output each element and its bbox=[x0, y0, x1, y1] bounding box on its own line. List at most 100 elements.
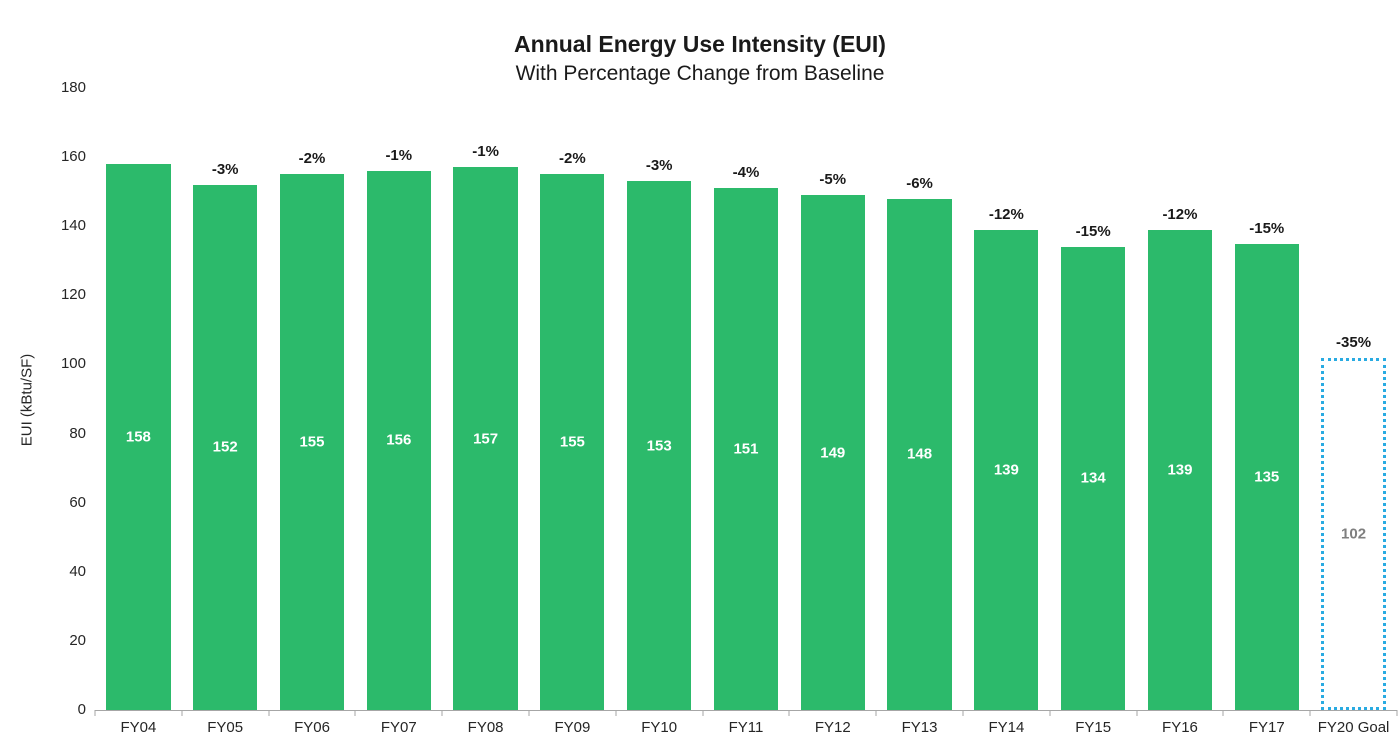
pct-change-label-fy10: -3% bbox=[645, 157, 673, 175]
pct-change-label-fy05: -3% bbox=[211, 160, 239, 178]
x-axis-tick bbox=[1049, 710, 1051, 716]
x-label-fy07: FY07 bbox=[380, 719, 417, 736]
bar-fy09: 155 bbox=[540, 174, 605, 710]
y-tick-label-120: 120 bbox=[60, 286, 86, 304]
category-column-fy08: -1% 157 bbox=[442, 88, 529, 710]
plot-area: 158 -3% 152 -2% 155 -1% 156 -1% 157 -2% 155 -3% 153-… bbox=[95, 88, 1397, 710]
bar-fy07: 156 bbox=[366, 170, 431, 710]
x-axis-tick bbox=[702, 710, 704, 716]
x-axis-tick bbox=[181, 710, 183, 716]
y-tick-label-140: 140 bbox=[60, 217, 86, 235]
bar-fy05: 152 bbox=[193, 184, 258, 710]
title-block: Annual Energy Use Intensity (EUI) With P… bbox=[0, 30, 1400, 88]
y-tick-label-80: 80 bbox=[69, 424, 86, 442]
bar-value-label-fy17: 135 bbox=[1254, 468, 1280, 486]
pct-change-label-fy09: -2% bbox=[559, 150, 586, 168]
y-tick-label-20: 20 bbox=[69, 631, 86, 649]
bar-value-label-fy06: 155 bbox=[299, 433, 325, 451]
x-axis-tick bbox=[1222, 710, 1224, 716]
y-tick-label-0: 0 bbox=[77, 701, 86, 718]
x-label-fy16: FY16 bbox=[1162, 719, 1198, 736]
y-tick-label-160: 160 bbox=[60, 148, 86, 166]
category-column-fy14: -12% 139 bbox=[963, 88, 1050, 710]
bar-fy17: 135 bbox=[1234, 243, 1299, 710]
pct-change-label-fy13: -6% bbox=[906, 174, 933, 192]
x-label-fy08: FY08 bbox=[467, 719, 504, 736]
x-axis-category-labels: FY04 FY05 FY06 FY07 FY08 FY09 FY10 FY11 FY12 FY13… bbox=[95, 719, 1397, 736]
x-label-fy11: FY11 bbox=[728, 719, 764, 736]
x-label-fy04: FY04 bbox=[120, 719, 157, 736]
bar-fy06: 155 bbox=[279, 174, 345, 710]
x-label-fy17: FY17 bbox=[1248, 719, 1285, 736]
pct-change-label-fy15: -15% bbox=[1075, 222, 1111, 240]
category-column-fy20-goal: -35% 102 bbox=[1310, 88, 1397, 710]
category-column-fy13: -6% 148 bbox=[876, 88, 963, 710]
y-tick-label-60: 60 bbox=[69, 493, 86, 511]
pct-change-label-fy07: -1% bbox=[385, 146, 413, 164]
category-column-fy11: -4% 151 bbox=[703, 88, 790, 710]
y-tick-label-40: 40 bbox=[69, 562, 86, 580]
x-axis-tick bbox=[268, 710, 270, 716]
bar-value-label-fy14: 139 bbox=[993, 461, 1019, 479]
x-axis-tick bbox=[1136, 710, 1138, 716]
bar-fy12: 149 bbox=[800, 195, 865, 710]
x-label-fy13: FY13 bbox=[901, 719, 938, 736]
x-axis-tick bbox=[788, 710, 790, 716]
bar-value-label-fy11: 151 bbox=[733, 440, 759, 458]
bar-fy14: 139 bbox=[974, 229, 1039, 710]
category-column-fy15: -15% 134 bbox=[1050, 88, 1137, 710]
pct-change-label-fy17: -15% bbox=[1249, 219, 1285, 237]
category-column-fy10: -3% 153 bbox=[616, 88, 703, 710]
pct-change-label-fy08: -1% bbox=[472, 143, 499, 161]
bar-value-label-fy15: 134 bbox=[1080, 469, 1106, 487]
bar-fy08: 157 bbox=[453, 167, 518, 710]
bar-value-label-fy20-goal: 102 bbox=[1341, 525, 1367, 543]
bar-fy11: 151 bbox=[713, 188, 779, 710]
category-column-fy04: 158 bbox=[95, 88, 182, 710]
category-column-fy05: -3% 152 bbox=[182, 88, 269, 710]
category-column-fy12: -5% 149 bbox=[789, 88, 876, 710]
x-axis-tick bbox=[1309, 710, 1311, 716]
y-tick-label-100: 100 bbox=[60, 355, 86, 373]
pct-change-label-fy11: -4% bbox=[732, 164, 760, 182]
bar-fy04: 158 bbox=[106, 164, 171, 710]
bar-fy16: 139 bbox=[1147, 229, 1213, 710]
x-label-fy15: FY15 bbox=[1075, 719, 1112, 736]
x-label-fy14: FY14 bbox=[988, 719, 1025, 736]
pct-change-label-fy14: -12% bbox=[988, 205, 1024, 223]
bar-value-label-fy04: 158 bbox=[125, 428, 151, 446]
category-column-fy06: -2% 155 bbox=[269, 88, 356, 710]
x-axis-tick bbox=[354, 710, 356, 716]
bar-value-label-fy08: 157 bbox=[473, 430, 499, 448]
x-axis-tick bbox=[441, 710, 443, 716]
bar-value-label-fy05: 152 bbox=[212, 438, 238, 456]
x-axis-tick bbox=[875, 710, 877, 716]
category-column-fy16: -12% 139 bbox=[1137, 88, 1224, 710]
chart-title: Annual Energy Use Intensity (EUI) bbox=[514, 31, 886, 57]
x-label-fy05: FY05 bbox=[207, 719, 244, 736]
x-axis-tick-marks bbox=[94, 710, 1398, 716]
pct-change-label-fy20-goal: -35% bbox=[1336, 333, 1372, 351]
bar-fy20-goal: 102 bbox=[1321, 357, 1386, 710]
x-label-fy20-goal: FY20 Goal bbox=[1317, 719, 1390, 736]
bar-value-label-fy10: 153 bbox=[646, 437, 672, 455]
x-axis-tick bbox=[615, 710, 617, 716]
x-axis-tick bbox=[1396, 710, 1398, 716]
pct-change-label-fy06: -2% bbox=[298, 150, 326, 168]
bar-fy10: 153 bbox=[627, 181, 692, 710]
pct-change-label-fy12: -5% bbox=[819, 171, 847, 189]
x-label-fy12: FY12 bbox=[814, 719, 851, 736]
category-column-fy07: -1% 156 bbox=[355, 88, 442, 710]
x-axis-line bbox=[95, 710, 1397, 711]
bar-value-label-fy09: 155 bbox=[559, 433, 585, 451]
bar-value-label-fy07: 156 bbox=[386, 431, 412, 449]
y-tick-label-180: 180 bbox=[60, 79, 86, 96]
x-axis-tick bbox=[962, 710, 964, 716]
pct-change-label-fy16: -12% bbox=[1162, 205, 1198, 223]
x-axis-tick bbox=[528, 710, 530, 716]
x-label-fy09: FY09 bbox=[554, 719, 591, 736]
category-column-fy17: -15% 135 bbox=[1223, 88, 1310, 710]
bar-fy13: 148 bbox=[887, 198, 952, 710]
x-axis-tick bbox=[94, 710, 96, 716]
